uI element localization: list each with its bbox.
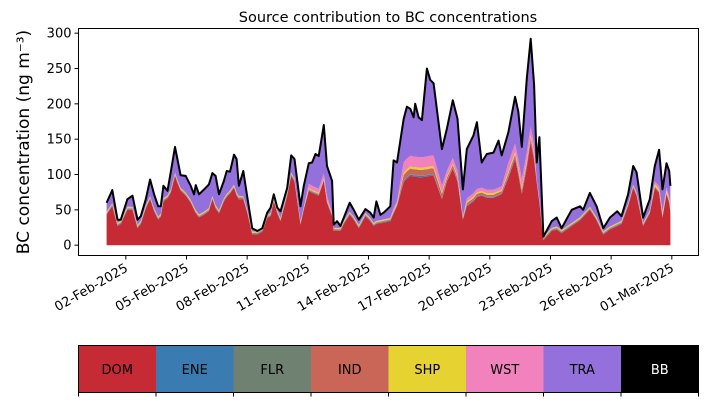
legend-label: FLR	[260, 363, 284, 378]
y-tick-label: 200	[47, 97, 72, 112]
plot-frame	[78, 28, 699, 256]
legend-swatch-flr	[233, 345, 311, 393]
plot-areas	[105, 37, 672, 246]
chart-title: Source contribution to BC concentrations	[239, 10, 537, 26]
total-outline	[105, 37, 672, 238]
legend-swatch-bb	[621, 345, 699, 393]
y-tick-label: 100	[47, 168, 72, 183]
area-tra	[106, 39, 671, 238]
y-tick-label: 250	[47, 62, 72, 77]
legend-swatch-tra	[543, 345, 621, 393]
legend-swatch-wst	[466, 345, 544, 393]
y-axis: 0 50 100 150 200 250 300	[47, 27, 79, 254]
legend-swatch-dom	[78, 345, 156, 393]
legend-label: DOM	[102, 363, 133, 378]
area-dom	[106, 142, 671, 246]
legend-swatch-ind	[311, 345, 389, 393]
legend-label: TRA	[569, 363, 595, 378]
legend-label: SHP	[414, 363, 440, 378]
legend-label: BB	[651, 363, 669, 378]
y-axis-label: BC concentration (ng m⁻³)	[14, 30, 34, 254]
y-tick-label: 50	[55, 203, 72, 218]
legend-label: ENE	[182, 363, 208, 378]
y-tick-label: 0	[63, 239, 71, 254]
legend-swatch-ene	[156, 345, 234, 393]
legend-swatch-shp	[388, 345, 466, 393]
legend-colorbar: DOM ENE FLR IND SHP WST TRA BB	[78, 345, 699, 397]
legend-label: IND	[338, 363, 362, 378]
y-tick-label: 150	[47, 133, 72, 148]
y-tick-label: 300	[47, 27, 72, 42]
legend-label: WST	[490, 363, 519, 378]
x-axis: 02-Feb-202505-Feb-202508-Feb-202511-Feb-…	[52, 255, 677, 315]
